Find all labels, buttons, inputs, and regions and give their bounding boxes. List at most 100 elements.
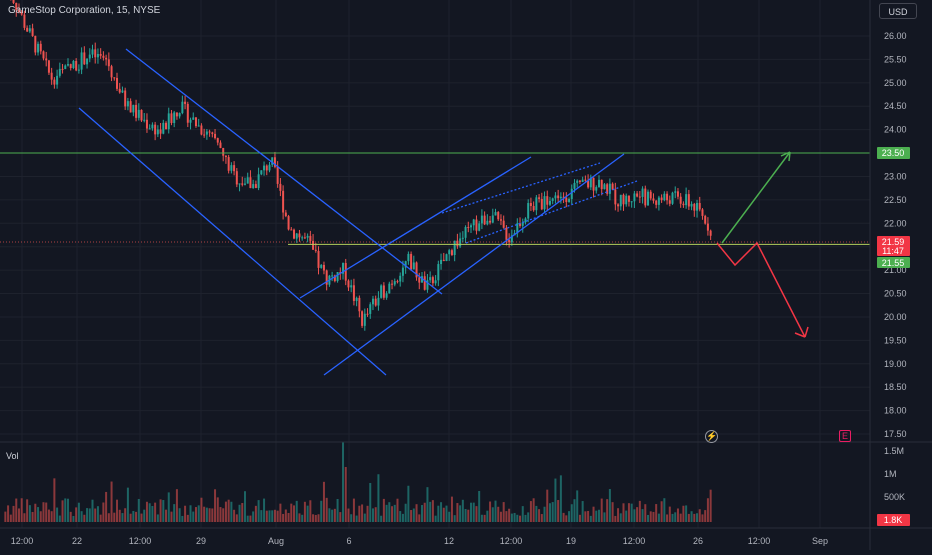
volume-bar bbox=[124, 508, 127, 522]
volume-bar bbox=[322, 481, 325, 522]
volume-bar bbox=[12, 505, 15, 522]
grid bbox=[0, 0, 870, 528]
candle-body bbox=[314, 249, 317, 251]
candle-body bbox=[219, 142, 222, 148]
candle-body bbox=[554, 195, 557, 199]
volume-bar bbox=[399, 511, 402, 522]
volume-bar bbox=[105, 491, 108, 522]
volume-bar bbox=[445, 505, 448, 522]
candle-body bbox=[181, 101, 184, 114]
volume-bar bbox=[696, 513, 699, 522]
volume-bar bbox=[83, 514, 86, 522]
candle-body bbox=[565, 197, 568, 202]
current-price-tag bbox=[877, 236, 910, 256]
volume-bar bbox=[4, 511, 7, 522]
y-tick-label: 22.50 bbox=[884, 195, 907, 205]
candle-body bbox=[322, 264, 325, 271]
volume-bar bbox=[407, 485, 410, 522]
volume-bar bbox=[184, 505, 187, 522]
volume-bar bbox=[592, 506, 595, 522]
candle-body bbox=[241, 183, 244, 185]
candle-body bbox=[271, 157, 274, 165]
volume-bar bbox=[50, 511, 53, 522]
volume-bar bbox=[165, 509, 168, 522]
volume-bar bbox=[412, 508, 415, 522]
volume-bar bbox=[456, 503, 459, 522]
candle-body bbox=[581, 179, 584, 182]
volume-bar bbox=[442, 507, 445, 522]
candle-body bbox=[532, 206, 535, 211]
candle-body bbox=[325, 270, 328, 285]
y-tick-label: 24.50 bbox=[884, 101, 907, 111]
volume-bar bbox=[483, 514, 486, 522]
symbol-title[interactable]: GameStop Corporation, 15, NYSE bbox=[8, 5, 161, 16]
volume-bar bbox=[467, 509, 470, 522]
candle-body bbox=[657, 197, 660, 205]
volume-bar bbox=[706, 498, 709, 522]
volume-bar bbox=[674, 512, 677, 522]
volume-bar bbox=[325, 497, 328, 522]
candle-body bbox=[263, 165, 266, 171]
candle-body bbox=[415, 262, 418, 278]
volume-bar bbox=[371, 508, 374, 522]
volume-bar bbox=[570, 504, 573, 522]
volume-bar bbox=[633, 509, 636, 522]
candle-body bbox=[704, 215, 707, 224]
volume-bar bbox=[589, 515, 592, 522]
volume-bar bbox=[510, 513, 513, 522]
candle-body bbox=[184, 101, 187, 104]
candle-body bbox=[644, 188, 647, 206]
candle-body bbox=[211, 132, 214, 134]
candle-body bbox=[110, 66, 113, 78]
candle-body bbox=[238, 183, 241, 185]
volume-bar bbox=[175, 489, 178, 522]
candle-body bbox=[377, 297, 380, 306]
volume-bar bbox=[543, 506, 546, 522]
candle-body bbox=[69, 64, 72, 69]
candle-body bbox=[170, 113, 173, 123]
candle-body bbox=[625, 195, 628, 205]
volume-bar bbox=[205, 507, 208, 522]
volume-bar bbox=[241, 502, 244, 522]
candle-body bbox=[578, 180, 581, 182]
candle-body bbox=[50, 72, 53, 80]
volume-bar bbox=[630, 503, 633, 522]
candle-body bbox=[31, 28, 34, 36]
candle-body bbox=[173, 112, 176, 123]
candle-body bbox=[45, 58, 48, 61]
volume-bar bbox=[608, 489, 611, 522]
volume-bar bbox=[450, 496, 453, 522]
candle-body bbox=[83, 52, 86, 65]
volume-tick-label: 1.5M bbox=[884, 446, 904, 456]
volume-bar bbox=[80, 511, 83, 522]
volume-bar bbox=[257, 500, 260, 522]
earnings-e-icon[interactable]: E bbox=[839, 430, 851, 442]
currency-button[interactable]: USD bbox=[879, 3, 917, 19]
candle-body bbox=[224, 155, 227, 158]
candle-body bbox=[407, 253, 410, 262]
candle-body bbox=[113, 77, 116, 79]
candle-body bbox=[374, 298, 377, 306]
volume-bar bbox=[58, 515, 61, 522]
candle-body bbox=[276, 166, 279, 184]
candle-body bbox=[423, 276, 426, 290]
volume-bar bbox=[252, 511, 255, 522]
volume-bar bbox=[698, 509, 701, 522]
candle-body bbox=[15, 2, 18, 11]
volume-bar bbox=[388, 502, 391, 522]
volume-bar bbox=[508, 508, 511, 522]
volume-bar bbox=[116, 499, 119, 522]
volume-bar bbox=[162, 500, 165, 522]
volume-label: Vol bbox=[6, 451, 19, 461]
candle-body bbox=[145, 119, 148, 129]
trend-line bbox=[299, 156, 532, 299]
volume-bars bbox=[4, 442, 712, 522]
candle-body bbox=[519, 223, 522, 226]
lightning-icon[interactable]: ⚡ bbox=[705, 430, 718, 443]
volume-bar bbox=[23, 513, 26, 522]
volume-bar bbox=[649, 511, 652, 522]
volume-bar bbox=[178, 508, 181, 522]
candle-body bbox=[366, 313, 369, 315]
